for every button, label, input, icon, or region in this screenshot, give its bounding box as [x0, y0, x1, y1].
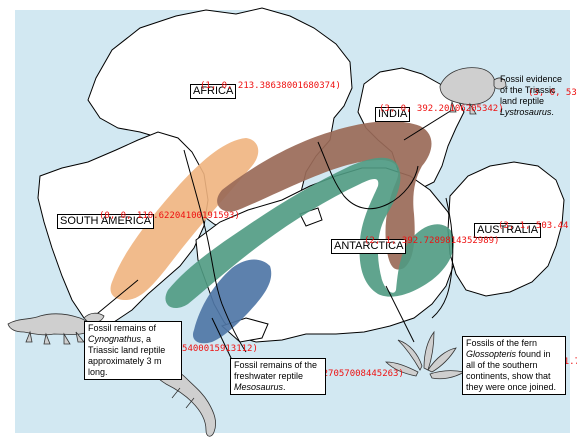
label-india: INDIA	[375, 107, 411, 122]
caption-cynognathus-pre: Fossil remains of	[88, 323, 157, 333]
mesosaurus-pointer	[211, 317, 233, 361]
annotation-cynognathus: (0, 1, 127.25400015913112)	[117, 344, 258, 354]
label-south-america: SOUTH AMERICA	[57, 214, 155, 229]
caption-glossopteris-post: found in all of the southern continents,…	[466, 349, 557, 392]
south-america-landmass	[37, 131, 209, 331]
label-australia: AUSTRALIA	[474, 223, 542, 238]
caption-mesosaurus-pre: Fossil remains of the freshwater reptile	[234, 360, 318, 381]
lystrosaurus-pointer	[403, 109, 453, 141]
cynognathus-illustration	[7, 312, 105, 345]
annotation-lystrosaurus: (3, 0, 530	[528, 88, 577, 98]
caption-cynognathus-italic: Cynognathus	[88, 334, 142, 344]
rift-line	[431, 197, 454, 319]
label-antarctica: ANTARCTICA	[331, 239, 407, 254]
caption-glossopteris-pre: Fossils of the fern	[466, 338, 538, 348]
rift-line	[317, 141, 419, 210]
glossopteris-band	[165, 157, 454, 309]
cynognathus-band	[110, 138, 259, 300]
caption-mesosaurus-post: .	[283, 382, 286, 392]
label-africa: AFRICA	[190, 84, 237, 99]
caption-glossopteris: Fossils of the fern Glossopteris found i…	[462, 336, 566, 395]
caption-glossopteris-italic: Glossopteris	[466, 349, 517, 359]
caption-cynognathus-post: , a Triassic land reptile approximately …	[88, 334, 166, 377]
caption-mesosaurus: Fossil remains of the freshwater reptile…	[230, 358, 326, 395]
annotation-mesosaurus: (1, 1, 275.27057008445263)	[263, 369, 404, 379]
rift-line	[183, 149, 247, 353]
cynognathus-pointer	[91, 279, 139, 319]
annotation-antarctica: (2, 1, 392.7289814352989)	[364, 236, 500, 246]
lystrosaurus-illustration	[439, 67, 507, 115]
annotation-africa: (1, 0, 213.38638001680374)	[200, 81, 341, 91]
caption-lystrosaurus-post: .	[551, 107, 554, 117]
annotation-india: (3, 0, 392.20106205342)	[379, 104, 504, 114]
glossopteris-pointer	[385, 285, 415, 343]
glossopteris-illustration	[385, 330, 466, 380]
annotation-south-america: (0, 0, 110.62204100191593)	[99, 211, 240, 221]
caption-lystrosaurus-italic: Lystrosaurus	[500, 107, 552, 117]
caption-cynognathus: Fossil remains of Cynognathus, a Triassi…	[84, 321, 182, 380]
caption-lystrosaurus: Fossil evidence of the Triassic land rep…	[500, 74, 572, 118]
caption-mesosaurus-italic: Mesosaurus	[234, 382, 284, 392]
mesosaurus-band	[192, 259, 272, 344]
annotation-australia: (3, 1, 503.44	[498, 221, 569, 231]
caption-lystrosaurus-pre: Fossil evidence of the Triassic land rep…	[500, 74, 563, 106]
